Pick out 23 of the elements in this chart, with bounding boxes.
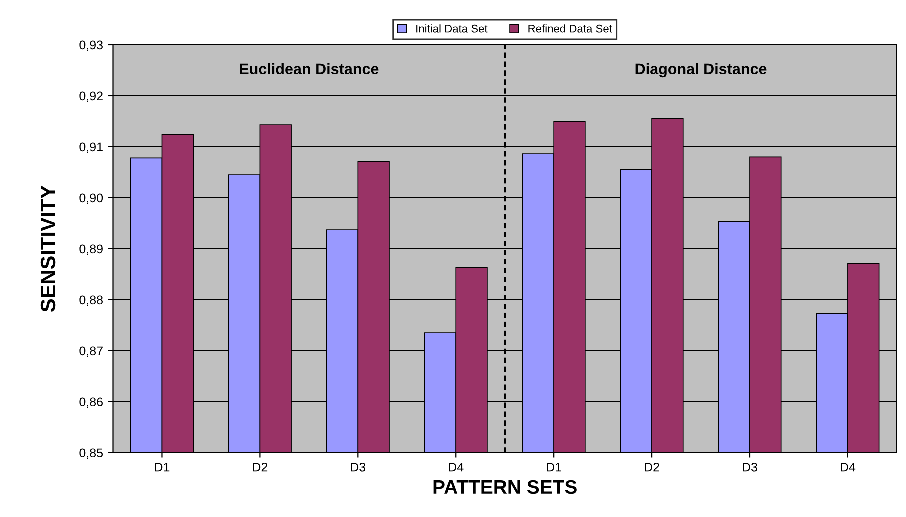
annotation: Euclidean Distance [240, 63, 379, 75]
y-axis-title: SENSITIVITY [40, 186, 56, 312]
y-tick-label: 0,87 [80, 346, 103, 358]
x-tick-label: D2 [253, 462, 268, 472]
y-tick-label: 0,89 [80, 244, 103, 256]
legend-label: Initial Data Set [416, 24, 488, 33]
y-tick-label: 0,92 [80, 92, 103, 102]
annotation: Diagonal Distance [636, 63, 767, 78]
y-tick-label: 0,86 [80, 398, 103, 408]
x-axis-title: PATTERN SETS [434, 480, 577, 494]
x-tick-label: D2 [645, 462, 660, 472]
y-tick-label: 0,88 [80, 296, 103, 306]
x-tick-label: D1 [547, 463, 562, 472]
y-tick-label: 0,91 [80, 142, 103, 154]
x-tick-label: D4 [449, 463, 464, 472]
y-tick-label: 0,90 [80, 194, 104, 204]
y-tick-label: 0,85 [80, 448, 104, 460]
y-tick-label: 0,93 [80, 40, 103, 52]
x-tick-label: D4 [840, 463, 856, 472]
x-tick-label: D1 [155, 463, 170, 472]
x-tick-label: D3 [743, 462, 758, 472]
x-tick-label: D3 [351, 462, 366, 472]
legend-label: Refined Data Set [528, 24, 612, 33]
